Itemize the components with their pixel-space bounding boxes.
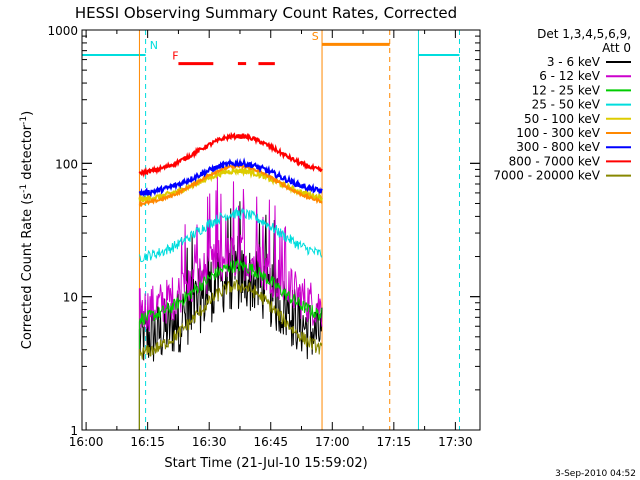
plot-area: NFS 16:00 16:15 16:30 16:45 17:00 17:15 17:30 … [47,24,481,449]
chart-title: HESSI Observing Summary Count Rates, Cor… [75,4,457,22]
series-line [138,131,323,178]
legend-header-detectors: Det 1,3,4,5,6,9, [537,27,631,41]
legend-label: 7000 - 20000 keV [493,169,600,183]
series-line [138,206,323,263]
event-lines: N F S [81,30,460,430]
legend-label: 50 - 100 keV [524,112,601,126]
series-line [138,163,323,208]
y-axis-label-end: ) [20,111,35,116]
y-axis-label-main: Corrected Count Rate (s [20,193,35,350]
flag-label: N [150,39,158,52]
plot-frame [81,29,481,431]
y-axis-ticks: 1 10 100 1000 [47,24,480,438]
series-line [138,157,323,198]
series-line [138,258,323,430]
x-tick-label: 16:15 [130,435,165,449]
x-tick-label: 16:30 [192,435,227,449]
y-axis-label-sup2: -1 [19,116,29,125]
y-axis-label-sup1: -1 [19,184,29,193]
series-line [138,176,323,430]
y-tick-label: 1 [70,424,78,438]
y-tick-label: 100 [55,157,78,171]
y-axis-label-mid: detector [20,124,35,184]
series-lines [138,131,323,430]
legend-label: 800 - 7000 keV [509,154,601,168]
y-tick-label: 10 [63,291,78,305]
footer-date: 3-Sep-2010 04:52 [555,469,636,479]
series-line [138,279,323,430]
x-tick-label: 17:15 [377,435,412,449]
flag-label: S [312,30,319,43]
x-axis-label: Start Time (21-Jul-10 15:59:02) [164,456,367,471]
x-tick-label: 17:30 [438,435,473,449]
x-tick-label: 17:00 [315,435,350,449]
legend-label: 3 - 6 keV [547,55,601,69]
legend-label: 300 - 800 keV [516,140,600,154]
legend-label: 25 - 50 keV [532,98,601,112]
y-tick-label: 1000 [47,24,78,38]
x-tick-label: 16:45 [253,435,288,449]
legend-header-attenuator: Att 0 [602,41,631,55]
legend-label: 100 - 300 keV [516,126,600,140]
flag-label: F [172,50,178,63]
legend-label: 12 - 25 keV [532,83,601,97]
x-axis-ticks: 16:00 16:15 16:30 16:45 17:00 17:15 17:30 [69,30,473,449]
series-line [138,201,323,430]
y-axis-label: Corrected Count Rate (s-1 detector-1) [19,111,35,349]
x-tick-label: 16:00 [69,435,104,449]
legend-label: 6 - 12 keV [539,69,601,83]
